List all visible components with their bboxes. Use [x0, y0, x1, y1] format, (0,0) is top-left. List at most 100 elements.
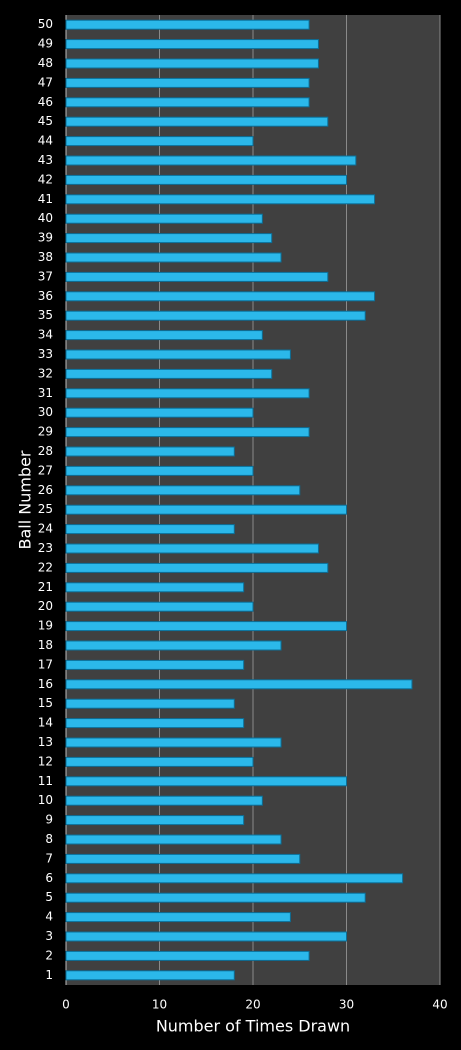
bar [65, 892, 366, 903]
bar [65, 931, 347, 942]
y-tick-label: 10 [38, 793, 53, 807]
bar [65, 77, 310, 88]
bar [65, 446, 235, 457]
y-tick-label: 46 [38, 95, 53, 109]
bar [65, 233, 273, 244]
y-tick-label: 18 [38, 638, 53, 652]
y-tick-label: 2 [45, 948, 53, 962]
bar [65, 504, 347, 515]
y-tick-label: 16 [38, 677, 53, 691]
y-tick-label: 36 [38, 289, 53, 303]
bar [65, 621, 347, 632]
y-tick-label: 32 [38, 366, 53, 380]
bar [65, 271, 329, 282]
bar [65, 524, 235, 535]
bar [65, 795, 263, 806]
bar [65, 659, 245, 670]
x-tick-label: 20 [245, 998, 260, 1012]
y-tick-label: 50 [38, 17, 53, 31]
bar [65, 853, 301, 864]
y-tick-label: 13 [38, 735, 53, 749]
bar [65, 776, 347, 787]
bar [65, 737, 282, 748]
y-tick-label: 9 [45, 813, 53, 827]
y-tick-label: 40 [38, 211, 53, 225]
y-tick-label: 19 [38, 619, 53, 633]
y-tick-label: 43 [38, 153, 53, 167]
y-tick-label: 4 [45, 910, 53, 924]
y-tick-label: 28 [38, 444, 53, 458]
bar [65, 679, 413, 690]
y-tick-label: 45 [38, 114, 53, 128]
y-tick-label: 42 [38, 172, 53, 186]
y-tick-label: 6 [45, 871, 53, 885]
bar [65, 39, 319, 50]
y-tick-label: 31 [38, 386, 53, 400]
x-tick-label: 10 [152, 998, 167, 1012]
y-tick-label: 25 [38, 502, 53, 516]
y-tick-label: 12 [38, 754, 53, 768]
bar [65, 174, 347, 185]
x-tick-label: 40 [432, 998, 447, 1012]
y-tick-label: 39 [38, 231, 53, 245]
y-tick-label: 17 [38, 657, 53, 671]
y-tick-label: 7 [45, 851, 53, 865]
bar [65, 873, 404, 884]
x-axis-title: Number of Times Drawn [156, 1017, 350, 1036]
bar [65, 155, 357, 166]
bar [65, 718, 245, 729]
bar [65, 912, 291, 923]
y-tick-label: 23 [38, 541, 53, 555]
bar [65, 368, 273, 379]
bar [65, 136, 254, 147]
y-tick-label: 30 [38, 405, 53, 419]
y-tick-label: 3 [45, 929, 53, 943]
bar [65, 58, 319, 69]
x-tick-label: 30 [339, 998, 354, 1012]
bar [65, 213, 263, 224]
y-tick-label: 44 [38, 134, 53, 148]
y-tick-label: 1 [45, 968, 53, 982]
bar [65, 834, 282, 845]
bar [65, 388, 310, 399]
bar [65, 291, 376, 302]
bar [65, 950, 310, 961]
bar [65, 601, 254, 612]
y-tick-label: 27 [38, 463, 53, 477]
y-tick-label: 14 [38, 716, 53, 730]
bar [65, 407, 254, 418]
y-tick-label: 38 [38, 250, 53, 264]
bar [65, 970, 235, 981]
y-tick-label: 48 [38, 56, 53, 70]
y-tick-label: 49 [38, 37, 53, 51]
bar [65, 427, 310, 438]
bar [65, 698, 235, 709]
bar [65, 97, 310, 108]
bar [65, 640, 282, 651]
y-tick-label: 29 [38, 425, 53, 439]
y-tick-label: 8 [45, 832, 53, 846]
y-tick-label: 41 [38, 192, 53, 206]
y-tick-label: 11 [38, 774, 53, 788]
bar [65, 19, 310, 30]
bar [65, 116, 329, 127]
bar [65, 465, 254, 476]
bar [65, 815, 245, 826]
y-axis-title: Ball Number [16, 450, 35, 549]
bar [65, 194, 376, 205]
x-tick-label: 0 [62, 998, 70, 1012]
y-tick-label: 15 [38, 696, 53, 710]
y-tick-label: 37 [38, 269, 53, 283]
y-tick-label: 34 [38, 328, 53, 342]
bar [65, 756, 254, 767]
bar [65, 330, 263, 341]
y-tick-label: 35 [38, 308, 53, 322]
bar [65, 252, 282, 263]
y-tick-label: 20 [38, 599, 53, 613]
bar [65, 310, 366, 321]
bar [65, 485, 301, 496]
y-tick-label: 21 [38, 580, 53, 594]
bar [65, 349, 291, 360]
